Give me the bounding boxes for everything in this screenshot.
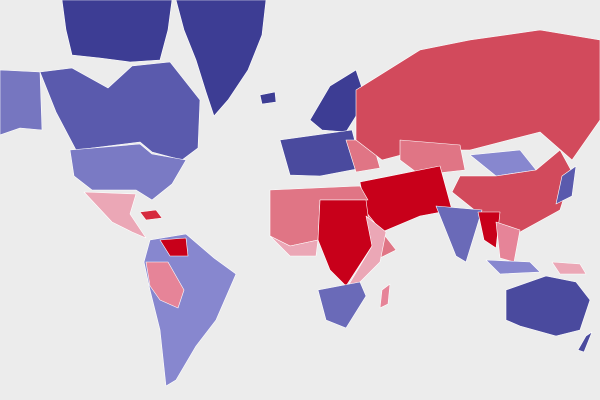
- iceland: [259, 91, 277, 105]
- southern-africa: [317, 281, 367, 329]
- central-asia: [399, 139, 466, 176]
- japan: [555, 165, 577, 205]
- australia: [505, 275, 591, 337]
- europe: [279, 129, 363, 177]
- arctic-islands: [61, 0, 173, 63]
- russia: [355, 29, 600, 161]
- west-africa: [269, 235, 319, 257]
- southeast-asia: [477, 211, 501, 249]
- mexico: [83, 191, 147, 239]
- caribbean: [139, 209, 163, 221]
- papua: [551, 261, 587, 275]
- venezuela: [159, 237, 189, 257]
- greenland: [175, 0, 267, 117]
- usa: [69, 143, 187, 201]
- andean-region: [145, 261, 185, 309]
- new-zealand: [577, 331, 593, 353]
- india: [435, 205, 483, 263]
- alaska: [0, 69, 43, 136]
- madagascar: [379, 283, 391, 309]
- indonesia: [485, 259, 541, 275]
